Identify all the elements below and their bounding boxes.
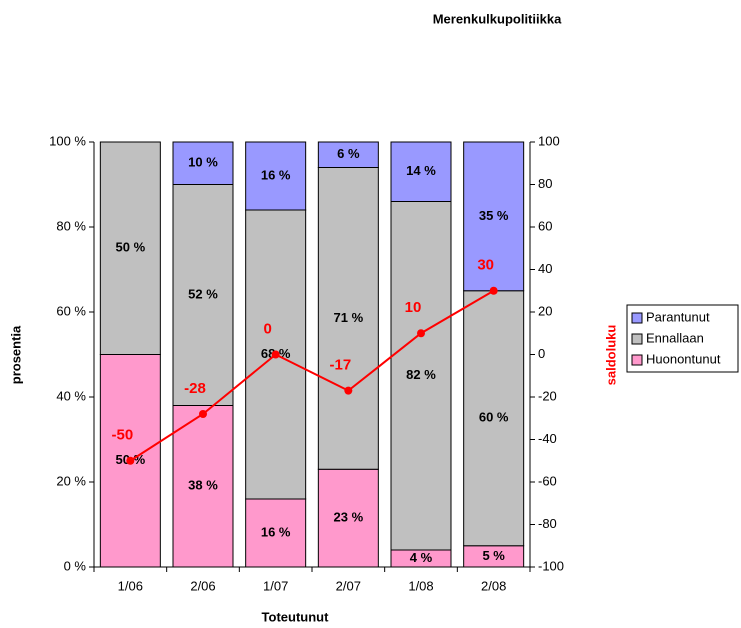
y2-tick-label: -60 <box>538 473 557 488</box>
bar-segment <box>390 201 452 551</box>
y2-tick-label: 20 <box>538 303 552 318</box>
y-tick-label: 20 % <box>56 473 86 488</box>
bar-segment <box>463 141 525 292</box>
bar-value-label: 5 % <box>482 548 505 563</box>
legend-swatch <box>631 354 643 366</box>
y2-tick-label: -20 <box>538 388 557 403</box>
y2-tick-label: -80 <box>538 516 557 531</box>
chart-title: Merenkulkupolitiikka <box>433 11 562 26</box>
bar-value-label: 14 % <box>406 163 436 178</box>
legend-swatch <box>631 333 643 345</box>
bar-value-label: 10 % <box>188 155 218 170</box>
x-tick-label: 1/08 <box>408 578 433 593</box>
bar-value-label: 50 % <box>116 240 146 255</box>
y-axis-label: prosentia <box>8 325 23 384</box>
bar-value-label: 52 % <box>188 286 218 301</box>
bar-value-label: 4 % <box>410 550 433 565</box>
y-tick-label: 100 % <box>49 133 86 148</box>
bar-value-label: 6 % <box>337 146 360 161</box>
bar-segment <box>317 468 379 568</box>
y2-tick-label: 80 <box>538 176 552 191</box>
line-value-label: 0 <box>263 320 271 337</box>
bar-segment <box>172 184 234 406</box>
bar-value-label: 35 % <box>479 208 509 223</box>
line-value-label: -50 <box>111 427 133 444</box>
bar-segment <box>317 141 379 168</box>
y2-tick-label: 100 <box>538 133 560 148</box>
line-point <box>344 386 353 395</box>
x-axis-label: Toteutunut <box>262 609 330 624</box>
legend-box <box>626 304 739 373</box>
bar-value-label: 38 % <box>188 478 218 493</box>
bar-value-label: 82 % <box>406 367 436 382</box>
bar-segment <box>245 141 307 211</box>
bar-value-label: 23 % <box>334 510 364 525</box>
line-value-label: -17 <box>329 357 351 374</box>
bar-segment <box>317 167 379 470</box>
line-point <box>271 350 280 359</box>
legend-swatch <box>631 312 643 324</box>
y2-tick-label: 0 <box>538 346 545 361</box>
line-point <box>417 329 425 338</box>
bar-segment <box>390 141 452 202</box>
y-tick-label: 80 % <box>56 218 86 233</box>
x-tick-label: 2/07 <box>336 578 361 593</box>
bar-value-label: 60 % <box>479 410 509 425</box>
line-point <box>199 410 207 418</box>
y2-tick-label: -100 <box>538 558 564 573</box>
y2-tick-label: -40 <box>538 431 557 446</box>
bar-segment <box>172 141 234 185</box>
legend-label: Parantunut <box>646 309 710 324</box>
bar-value-label: 71 % <box>334 310 364 325</box>
line-point <box>489 286 498 295</box>
x-tick-label: 1/07 <box>263 578 288 593</box>
line-value-label: 10 <box>405 299 422 316</box>
x-tick-label: 1/06 <box>118 578 143 593</box>
line <box>129 289 495 462</box>
line-point <box>126 456 135 465</box>
line-value-label: -28 <box>184 380 206 397</box>
bar-segment <box>463 290 525 547</box>
legend-label: Ennallaan <box>646 330 704 345</box>
y-tick-label: 40 % <box>56 388 86 403</box>
y2-tick-label: 40 <box>538 261 552 276</box>
y2-tick-label: 60 <box>538 218 552 233</box>
bar-value-label: 16 % <box>261 167 291 182</box>
x-tick-label: 2/08 <box>481 578 506 593</box>
legend-label: Huonontunut <box>646 351 721 366</box>
bar-segment <box>99 141 161 355</box>
y-tick-label: 60 % <box>56 303 86 318</box>
y-tick-label: 0 % <box>64 558 87 573</box>
bar-value-label: 16 % <box>261 524 291 539</box>
y2-axis-label: saldoluku <box>603 325 618 386</box>
x-tick-label: 2/06 <box>190 578 215 593</box>
line-value-label: 30 <box>477 257 494 274</box>
